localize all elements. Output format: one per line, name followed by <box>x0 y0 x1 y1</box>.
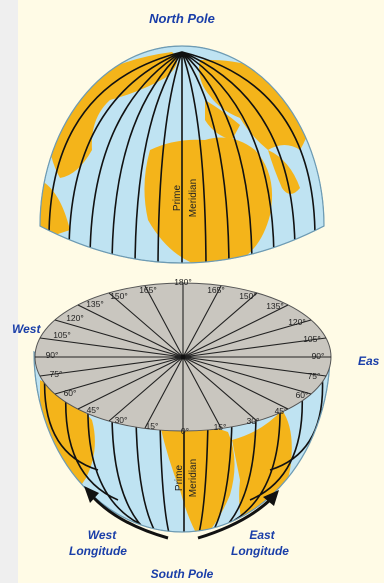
degree-label-e105: 105° <box>303 334 321 344</box>
southern-meridians <box>43 371 324 532</box>
degree-label-e135: 135° <box>266 301 284 311</box>
prime-meridian-bottom-line1: Prime <box>174 465 185 492</box>
degree-label-w105: 105° <box>53 330 71 340</box>
equatorial-disc: 180° 165° 150° 135° 120° 105° 90° 75° 60… <box>34 277 332 436</box>
degree-label-w15: 15° <box>146 421 159 431</box>
south-pole-label: South Pole <box>151 567 214 581</box>
degree-label-e120: 120° <box>288 317 306 327</box>
paper-edge <box>0 0 18 583</box>
north-pole-label: North Pole <box>149 11 215 26</box>
degree-label-e165: 165° <box>207 285 225 295</box>
degree-label-e15: 15° <box>214 422 227 432</box>
degree-label-w75: 75° <box>50 369 63 379</box>
degree-label-w45: 45° <box>87 405 100 415</box>
west-longitude-label-line2: Longitude <box>69 544 127 558</box>
west-longitude-arrow <box>84 486 169 540</box>
north-pole-point <box>179 52 185 58</box>
degree-label-e75: 75° <box>308 371 321 381</box>
degree-label-e150: 150° <box>239 291 257 301</box>
degree-label-e30: 30° <box>247 416 260 426</box>
prime-meridian-top-line1: Prime <box>172 185 183 212</box>
east-longitude-arrow <box>197 490 279 540</box>
west-label: West <box>12 322 41 336</box>
degree-label-e90: 90° <box>312 351 325 361</box>
degree-label-top: 180° <box>174 277 192 287</box>
northern-meridians <box>48 51 316 263</box>
degree-label-w120: 120° <box>66 313 84 323</box>
degree-label-w135: 135° <box>86 299 104 309</box>
degree-label-w30: 30° <box>115 415 128 425</box>
degree-label-e45: 45° <box>275 406 288 416</box>
degree-label-e60: 60° <box>296 390 309 400</box>
degree-label-w60: 60° <box>64 388 77 398</box>
degree-label-w165: 165° <box>139 285 157 295</box>
prime-meridian-top-line2: Meridian <box>188 179 199 217</box>
disc-radial-lines <box>35 283 331 431</box>
disc-center-point <box>180 354 186 360</box>
northern-hemisphere <box>39 45 325 264</box>
east-label: Eas <box>358 354 380 368</box>
northern-landmasses <box>40 52 311 263</box>
degree-label-w150: 150° <box>110 291 128 301</box>
west-longitude-label-line1: West <box>88 528 117 542</box>
east-longitude-label-line1: East <box>249 528 275 542</box>
prime-meridian-bottom-line2: Meridian <box>188 459 199 497</box>
degree-label-bottom: 0° <box>181 426 189 436</box>
east-longitude-label-line2: Longitude <box>231 544 289 558</box>
degree-label-w90: 90° <box>46 350 59 360</box>
